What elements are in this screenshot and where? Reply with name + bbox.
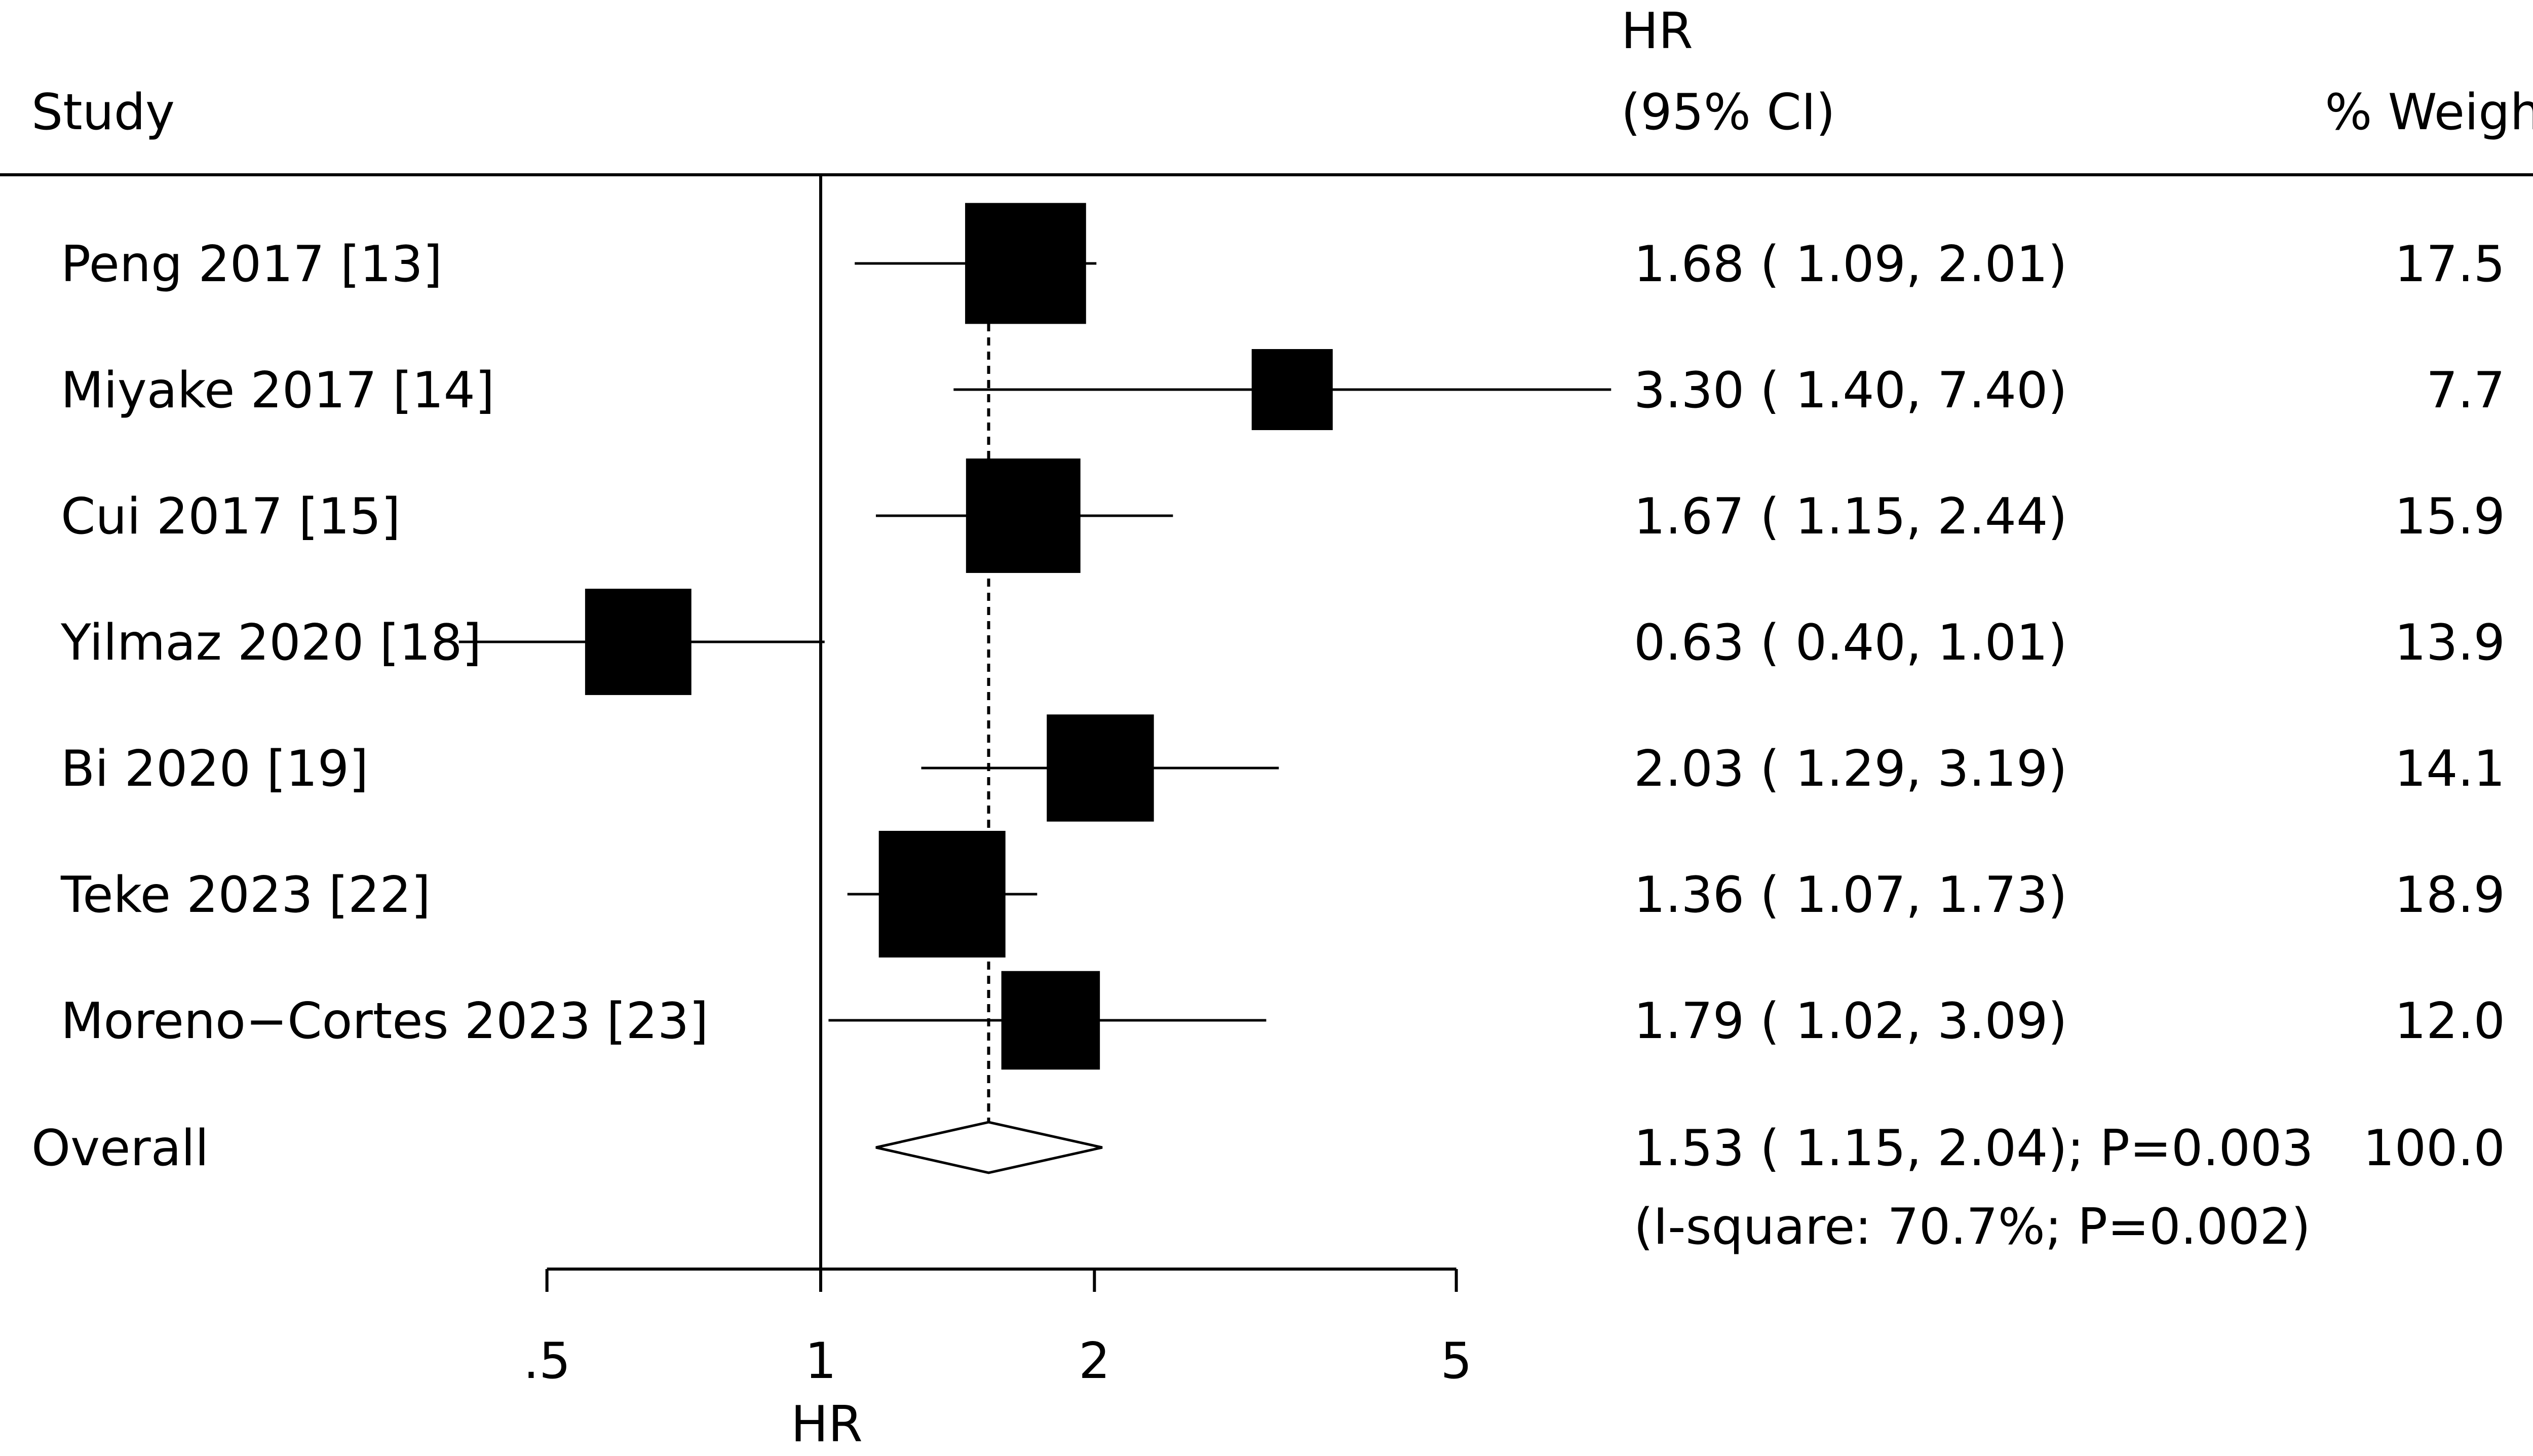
- study-label: Peng 2017 [13]: [61, 236, 442, 293]
- study-box: [585, 589, 692, 695]
- overall-label: Overall: [31, 1120, 209, 1177]
- x-tick-label: 5: [1440, 1332, 1472, 1390]
- weight-value: 12.0: [2395, 992, 2505, 1050]
- x-tick-label: 1: [805, 1332, 836, 1390]
- row-labels: Peng 2017 [13] 1.68 ( 1.09, 2.01) 17.5 Miya…: [31, 236, 2505, 1256]
- hr-ci-value: 1.68 ( 1.09, 2.01): [1634, 236, 2067, 293]
- study-label: Yilmaz 2020 [18]: [60, 614, 482, 672]
- x-tick-label: .5: [523, 1332, 571, 1390]
- study-box: [1251, 349, 1333, 430]
- hr-ci-value: 1.67 ( 1.15, 2.44): [1634, 488, 2067, 546]
- hr-ci-value: 0.63 ( 0.40, 1.01): [1634, 614, 2067, 672]
- weight-value: 17.5: [2395, 236, 2505, 293]
- weight-value: 18.9: [2395, 866, 2505, 924]
- header-hr: HR: [1621, 3, 1693, 60]
- study-label: Bi 2020 [19]: [61, 740, 368, 798]
- header-weight: % Weight: [2325, 84, 2533, 141]
- header-ci: (95% CI): [1621, 84, 1835, 141]
- hr-ci-value: 1.79 ( 1.02, 3.09): [1634, 992, 2067, 1050]
- weight-value: 15.9: [2395, 488, 2505, 546]
- study-label: Moreno−Cortes 2023 [23]: [61, 992, 708, 1050]
- weight-value: 13.9: [2395, 614, 2505, 672]
- study-label: Miyake 2017 [14]: [61, 362, 494, 419]
- overall-weight: 100.0: [2363, 1120, 2505, 1177]
- study-box: [965, 203, 1086, 324]
- x-axis-label: HR: [791, 1396, 863, 1453]
- plot-marks: [458, 175, 1611, 1292]
- overall-diamond: [875, 1121, 1103, 1174]
- weight-value: 14.1: [2395, 740, 2505, 798]
- hr-ci-value: 1.36 ( 1.07, 1.73): [1634, 866, 2067, 924]
- study-label: Teke 2023 [22]: [60, 866, 431, 924]
- heterogeneity-text: (I-square: 70.7%; P=0.002): [1634, 1198, 2311, 1256]
- study-label: Cui 2017 [15]: [61, 488, 401, 546]
- overall-hr-ci: 1.53 ( 1.15, 2.04); P=0.003: [1634, 1120, 2314, 1177]
- hr-ci-value: 3.30 ( 1.40, 7.40): [1634, 362, 2067, 419]
- study-box: [1047, 714, 1154, 822]
- weight-value: 7.7: [2426, 362, 2505, 419]
- header-study: Study: [31, 84, 175, 141]
- study-box: [878, 831, 1006, 957]
- x-tick-label: 2: [1079, 1332, 1110, 1390]
- study-box: [1001, 971, 1100, 1070]
- x-axis: .5 1 2 5: [523, 1268, 1472, 1390]
- hr-ci-value: 2.03 ( 1.29, 3.19): [1634, 740, 2067, 798]
- study-box: [966, 458, 1081, 573]
